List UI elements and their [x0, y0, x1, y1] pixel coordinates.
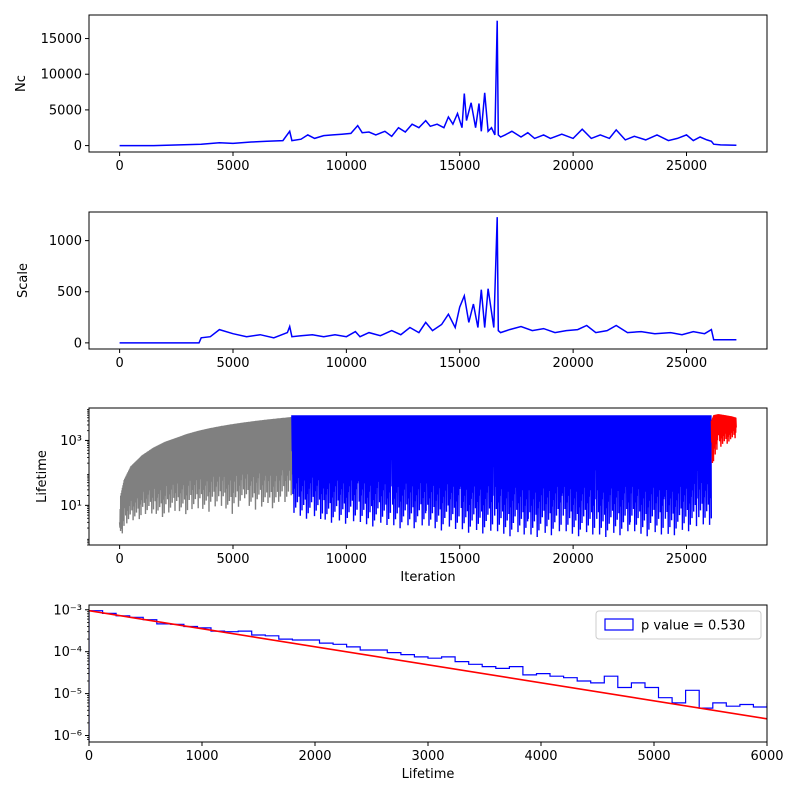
y-tick-label: 0 [74, 139, 82, 154]
y-tick-label: 10¹ [60, 499, 82, 514]
x-axis-label: Iteration [400, 570, 455, 585]
x-tick-label: 20000 [552, 552, 593, 567]
y-tick-label: 10⁻³ [53, 603, 82, 618]
x-tick-label: 2000 [298, 749, 331, 764]
y-tick-label: 10⁻⁵ [53, 687, 82, 702]
y-axis-label: Scale [16, 263, 31, 298]
x-axis-label: Lifetime [402, 767, 455, 782]
y-axis-label: Nc [14, 75, 29, 92]
y-tick-label: 500 [57, 285, 82, 300]
y-tick-label: 5000 [49, 103, 82, 118]
x-tick-label: 1000 [185, 749, 218, 764]
x-tick-label: 5000 [216, 552, 249, 567]
x-tick-label: 0 [115, 356, 123, 371]
y-tick-label: 10⁻⁴ [53, 645, 82, 660]
x-tick-label: 25000 [666, 356, 707, 371]
x-tick-label: 5000 [637, 749, 670, 764]
x-tick-label: 4000 [524, 749, 557, 764]
y-tick-label: 15000 [41, 32, 82, 47]
legend: p value = 0.530 [596, 611, 761, 639]
x-tick-label: 15000 [439, 356, 480, 371]
x-tick-label: 25000 [666, 159, 707, 174]
x-tick-label: 20000 [552, 159, 593, 174]
x-tick-label: 5000 [216, 356, 249, 371]
legend-label: p value = 0.530 [641, 619, 745, 634]
x-tick-label: 10000 [326, 356, 367, 371]
x-tick-label: 15000 [439, 552, 480, 567]
x-tick-label: 0 [85, 749, 93, 764]
x-tick-label: 6000 [750, 749, 783, 764]
x-tick-label: 10000 [326, 159, 367, 174]
y-axis-label: Lifetime [35, 450, 50, 503]
y-tick-label: 0 [74, 336, 82, 351]
x-tick-label: 5000 [216, 159, 249, 174]
y-tick-label: 10³ [60, 434, 82, 449]
x-tick-label: 3000 [411, 749, 444, 764]
y-tick-label: 1000 [49, 234, 82, 249]
x-tick-label: 10000 [326, 552, 367, 567]
y-tick-label: 10⁻⁶ [53, 729, 82, 744]
x-tick-label: 0 [115, 159, 123, 174]
x-tick-label: 20000 [552, 356, 593, 371]
x-tick-label: 25000 [666, 552, 707, 567]
y-tick-label: 10000 [41, 68, 82, 83]
x-tick-label: 15000 [439, 159, 480, 174]
x-tick-label: 0 [115, 552, 123, 567]
